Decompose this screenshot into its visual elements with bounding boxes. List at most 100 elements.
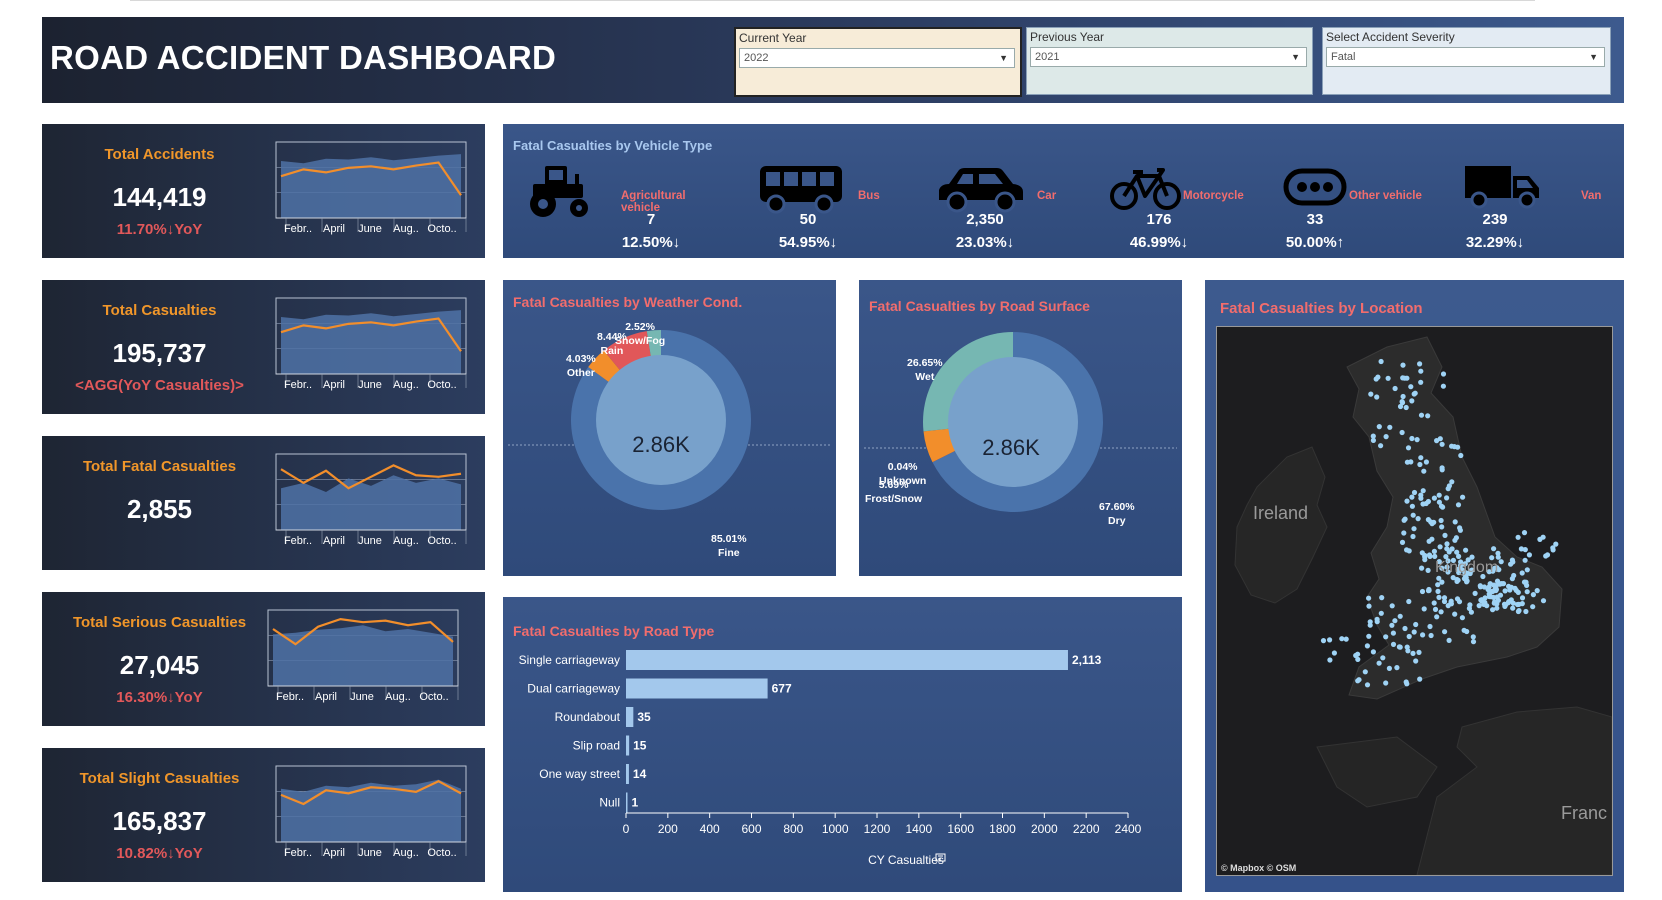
map-point (1399, 399, 1405, 405)
severity-label: Select Accident Severity (1326, 30, 1455, 44)
map-point (1470, 634, 1476, 640)
map-point (1418, 495, 1424, 501)
location-map[interactable]: Ireland Kingdom Franc © Mapbox © OSM (1216, 326, 1613, 876)
vehicle-car[interactable]: Car 2,350 23.03%↓ (935, 156, 1105, 256)
map-point (1409, 494, 1415, 500)
map-point (1460, 494, 1466, 500)
map-point (1355, 651, 1361, 657)
map-point (1343, 636, 1349, 642)
map-point (1404, 644, 1410, 650)
map-point (1400, 362, 1406, 368)
severity-select[interactable]: Fatal ▼ (1326, 47, 1605, 67)
map-point (1492, 599, 1498, 605)
kpi-sparkline[interactable]: Febr.. April June Aug.. Octo.. (262, 604, 464, 712)
map-point (1370, 433, 1376, 439)
location-map-panel: Fatal Casualties by Location Ireland Kin… (1205, 280, 1624, 892)
sparkline-tick-label: Febr.. (284, 223, 312, 235)
map-point (1481, 584, 1487, 590)
vehicle-type-panel: Fatal Casualties by Vehicle Type Agricul… (503, 124, 1624, 258)
sparkline-tick-label: June (350, 691, 374, 703)
map-point (1374, 619, 1380, 625)
map-point (1522, 557, 1528, 563)
map-point (1397, 403, 1404, 410)
map-point (1456, 599, 1463, 605)
map-point (1442, 532, 1448, 538)
bar-value-label: 35 (637, 710, 651, 724)
vehicle-bus[interactable]: Bus 50 54.95%↓ (758, 156, 928, 256)
sparkline-area-py (281, 154, 461, 218)
map-point (1452, 519, 1458, 525)
bar-category-label: Roundabout (555, 710, 621, 724)
previous-year-select[interactable]: 2021 ▼ (1030, 47, 1307, 67)
vehicle-motorcycle[interactable]: Motorcycle 176 46.99%↓ (1109, 156, 1279, 256)
x-tick-label: 200 (658, 822, 678, 836)
map-point (1550, 545, 1556, 551)
map-point (1444, 564, 1450, 570)
kpi-sparkline[interactable]: Febr.. April June Aug.. Octo.. (270, 292, 472, 400)
map-point (1449, 546, 1455, 552)
vehicle-yoy: 12.50%↓ (621, 234, 681, 251)
panel-title: Fatal Casualties by Road Type (513, 623, 715, 639)
map-point (1510, 605, 1516, 611)
map-point (1327, 637, 1333, 643)
map-point (1339, 636, 1345, 642)
map-point (1519, 601, 1525, 607)
map-point (1389, 603, 1395, 609)
x-tick-label: 2200 (1073, 822, 1100, 836)
map-point (1484, 603, 1490, 609)
map-canvas[interactable] (1217, 327, 1612, 875)
map-point (1410, 533, 1416, 540)
kpi-sparkline[interactable]: Febr.. April June Aug.. Octo.. (270, 136, 472, 244)
sparkline-tick-label: April (323, 379, 345, 391)
map-point (1408, 459, 1414, 465)
weather-donut[interactable] (503, 280, 836, 576)
map-point (1446, 637, 1452, 643)
vehicle-yoy: 23.03%↓ (955, 234, 1015, 251)
map-point (1465, 557, 1471, 563)
map-point (1491, 546, 1497, 552)
map-point (1523, 608, 1529, 615)
previous-year-filter: Previous Year 2021 ▼ (1026, 27, 1313, 95)
map-point (1540, 598, 1547, 604)
map-point (1416, 649, 1422, 655)
map-point (1494, 605, 1500, 611)
map-point (1502, 588, 1508, 594)
vehicle-agricultural[interactable]: Agricultural vehicle 7 12.50%↓ (523, 156, 693, 256)
kpi-sparkline[interactable]: Febr.. April June Aug.. Octo.. (270, 760, 472, 868)
map-point (1370, 649, 1376, 655)
map-point (1457, 525, 1463, 531)
vehicle-van[interactable]: Van 239 32.29%↓ (1463, 156, 1633, 256)
map-point (1412, 390, 1418, 396)
map-point (1503, 602, 1509, 608)
current-year-select[interactable]: 2022 ▼ (739, 48, 1015, 68)
bar-category-label: One way street (539, 767, 620, 781)
sparkline-line-cy (280, 464, 462, 490)
map-point (1387, 424, 1393, 430)
map-point (1383, 680, 1389, 686)
sparkline-tick-label: Octo.. (427, 535, 456, 547)
kpi-sparkline[interactable]: Febr.. April June Aug.. Octo.. (270, 448, 472, 556)
kpi-title: Total Casualties (102, 302, 217, 319)
surface-donut[interactable] (859, 280, 1182, 576)
map-point (1439, 579, 1445, 585)
bar (626, 650, 1068, 670)
sparkline-tick-label: Febr.. (284, 535, 312, 547)
map-point (1431, 495, 1437, 501)
map-point (1409, 398, 1415, 404)
sparkline-tick-label: Octo.. (427, 223, 456, 235)
vehicle-yoy: 46.99%↓ (1129, 234, 1189, 251)
map-point (1421, 468, 1427, 474)
map-point (1438, 609, 1444, 615)
map-point (1476, 603, 1482, 609)
map-point (1411, 629, 1417, 635)
previous-year-value: 2021 (1035, 51, 1060, 63)
road-type-bar-chart[interactable]: Single carriageway 2,113 Dual carriageway 6… (503, 597, 1182, 892)
map-point (1444, 495, 1450, 501)
panel-title: Fatal Casualties by Weather Cond. (513, 294, 743, 310)
vehicle-other[interactable]: Other vehicle 33 50.00%↑ (1283, 156, 1453, 256)
panel-title: Fatal Casualties by Location (1220, 300, 1423, 317)
sparkline-line-cy (272, 617, 454, 646)
map-point (1469, 554, 1475, 560)
map-point (1378, 610, 1384, 616)
x-axis-title: CY Casualties (868, 853, 944, 867)
